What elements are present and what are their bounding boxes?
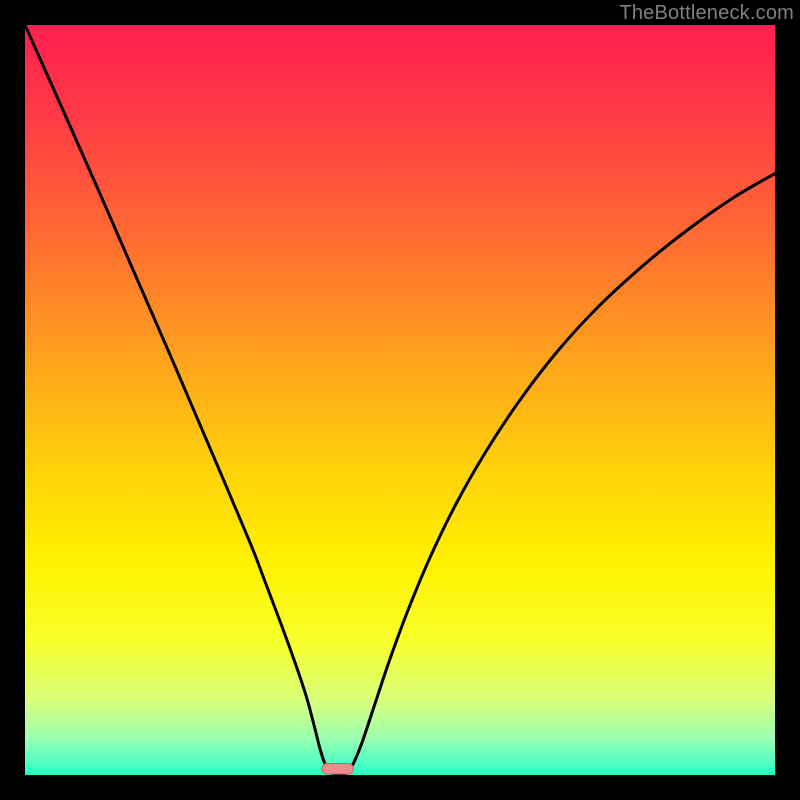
chart-background: [25, 25, 775, 775]
watermark-text: TheBottleneck.com: [619, 2, 794, 25]
bottleneck-chart: [25, 25, 775, 775]
chart-frame: TheBottleneck.com: [0, 0, 800, 800]
min-marker: [322, 764, 354, 775]
